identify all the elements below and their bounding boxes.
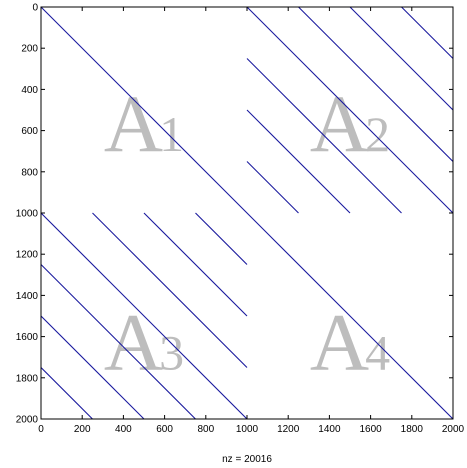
x-tick-label: 800 [197,424,214,435]
block-label-2: A2 [310,78,390,169]
x-tick-label: 1600 [359,424,382,435]
x-tick-label: 400 [115,424,132,435]
nonzero-diagonal-3 [298,6,454,162]
x-tick-label: 600 [156,424,173,435]
x-tick-label: 1400 [318,424,341,435]
y-tick-label: 400 [21,85,38,96]
ticks-layer: 0 200 400 600 800 1000 1200 1400 1600 1800 2000020… [16,3,465,436]
x-tick-label: 1800 [401,424,424,435]
y-tick-label: 200 [21,44,38,55]
nonzero-diagonal-14 [143,212,248,317]
y-tick-label: 2000 [16,415,39,426]
nonzero-diagonal-10 [40,264,196,420]
nonzero-diagonal-2 [246,6,454,214]
x-tick-label: 1200 [277,424,300,435]
y-tick-label: 0 [32,3,38,14]
y-tick-label: 1600 [16,332,39,343]
x-axis-label: nz = 20016 [222,454,272,465]
nonzero-diagonals-layer [40,6,454,420]
nonzero-diagonal-11 [40,315,145,420]
nonzero-diagonal-15 [195,212,248,265]
nonzero-diagonal-1 [40,6,454,420]
block-labels-layer: A1 A2 A3 A4 [104,78,390,387]
x-tick-label: 200 [74,424,91,435]
y-tick-label: 1800 [16,373,39,384]
nonzero-diagonal-5 [401,6,454,59]
nonzero-diagonal-9 [40,212,248,420]
nonzero-diagonal-13 [92,212,248,368]
x-tick-label: 1000 [236,424,259,435]
y-tick-label: 1400 [16,291,39,302]
x-tick-label: 2000 [442,424,465,435]
block-label-1: A1 [104,78,184,169]
nonzero-diagonal-6 [246,58,402,214]
nonzero-diagonal-8 [246,161,299,214]
nonzero-diagonal-12 [40,367,93,420]
y-tick-label: 800 [21,167,38,178]
y-tick-label: 1200 [16,250,39,261]
block-label-4: A4 [310,297,390,388]
y-tick-label: 1000 [16,209,39,220]
x-tick-label: 0 [38,424,44,435]
nonzero-diagonal-4 [349,6,454,111]
y-tick-label: 600 [21,126,38,137]
block-label-3: A3 [104,297,184,388]
nonzero-diagonal-7 [246,109,351,214]
